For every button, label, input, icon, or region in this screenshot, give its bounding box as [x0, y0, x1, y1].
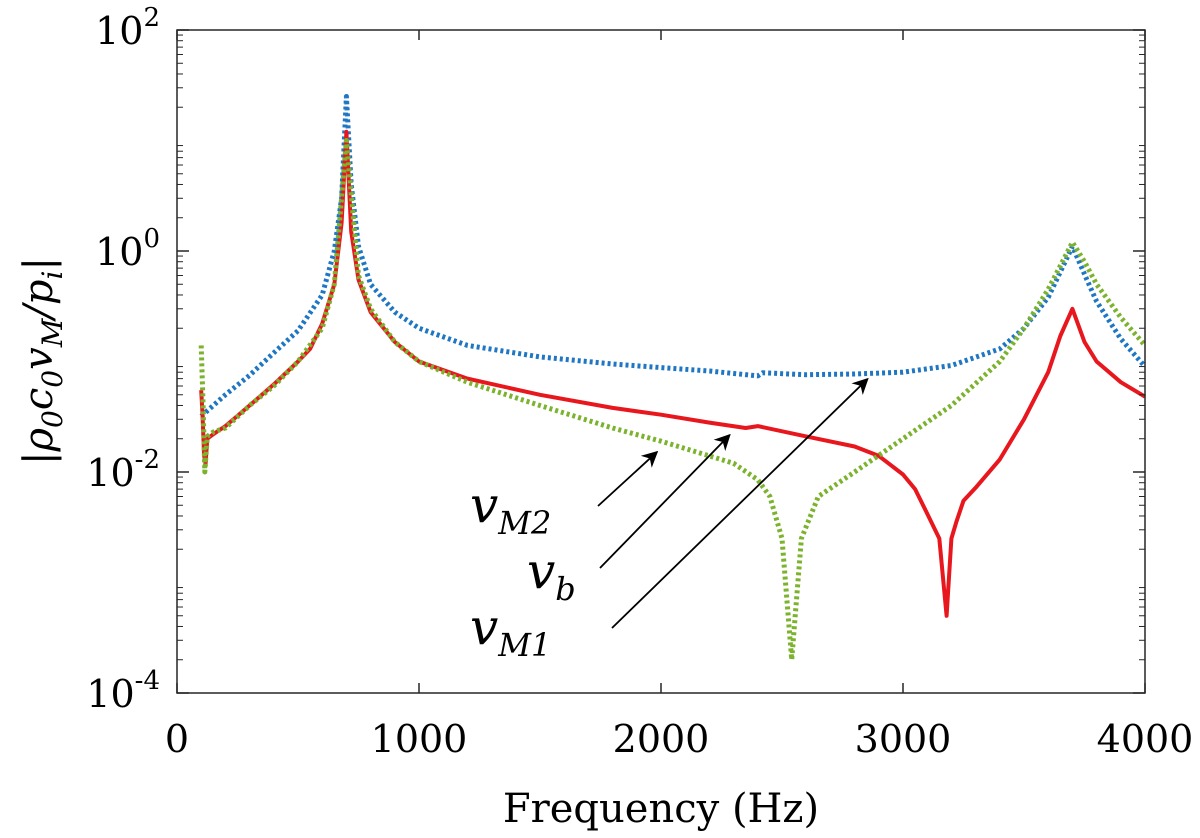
annotation-vM1: vM1	[470, 377, 869, 664]
series-line-vM2	[198, 138, 1147, 663]
annotation-label-vb: vb	[527, 542, 576, 608]
svg-text:|ρ0c0vM/pi|: |ρ0c0vM/pi|	[16, 257, 69, 465]
series-layer	[198, 94, 1147, 663]
series-line-vM1	[199, 94, 1147, 419]
x-tick-label: 4000	[1097, 717, 1194, 761]
x-axis-title: Frequency (Hz)	[503, 786, 819, 832]
annotation-arrow-vM2	[597, 450, 659, 507]
annotation-vM2: vM2	[470, 450, 659, 542]
plot-area	[177, 30, 1145, 693]
x-tick-label: 1000	[371, 717, 468, 761]
tick-layer: 0 1000 2000 3000 4000 10-4 10-2 100 102	[86, 3, 1193, 761]
x-tick-label: 0	[165, 717, 189, 761]
annotation-vb: vb	[527, 433, 731, 608]
x-tick-label: 3000	[855, 717, 952, 761]
y-tick-label: 100	[95, 224, 160, 274]
annotation-label-vM2: vM2	[470, 476, 551, 542]
y-tick-label: 10-2	[86, 445, 160, 495]
annotation-arrow-vM1	[611, 377, 869, 629]
y-tick-label: 10-4	[86, 666, 160, 716]
y-axis-title: |ρ0c0vM/pi|	[16, 257, 69, 465]
annotation-arrow-vb	[599, 433, 731, 569]
y-tick-label: 102	[95, 3, 160, 53]
x-tick-label: 2000	[613, 717, 710, 761]
annotation-label-vM1: vM1	[470, 598, 551, 664]
